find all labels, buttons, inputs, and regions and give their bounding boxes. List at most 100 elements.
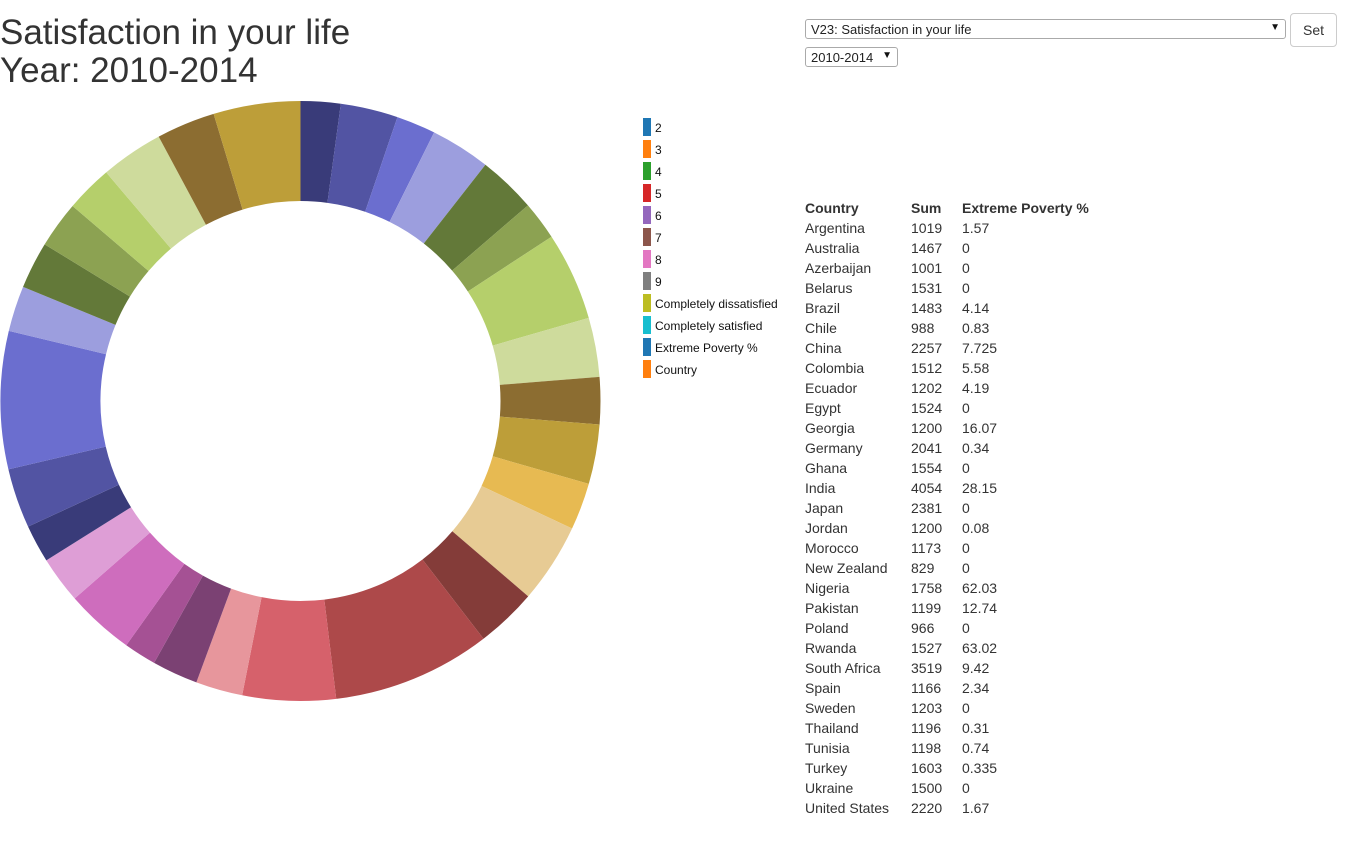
cell-poverty: 0.08 — [962, 520, 990, 536]
donut-slice-australia — [327, 103, 398, 212]
cell-poverty: 4.14 — [962, 300, 990, 316]
page-title: Satisfaction in your life — [0, 13, 351, 52]
table-row: Argentina 1019 1.57 — [801, 218, 1093, 238]
donut-slice-jordan — [196, 588, 262, 696]
table-row: Georgia 1200 16.07 — [801, 418, 1093, 438]
table-row: India 4054 28.15 — [801, 478, 1093, 498]
cell-poverty: 0 — [962, 620, 970, 636]
donut-slice-brazil — [423, 164, 528, 271]
legend-label: 8 — [655, 253, 662, 267]
cell-poverty: 0 — [962, 460, 970, 476]
cell-sum: 3519 — [911, 660, 943, 676]
cell-sum: 1166 — [911, 680, 942, 696]
cell-poverty: 1.57 — [962, 220, 990, 236]
cell-country: Tunisia — [805, 740, 850, 756]
legend-swatch — [643, 272, 651, 290]
donut-slice-colombia — [492, 317, 600, 385]
year-subtitle: Year: 2010-2014 — [0, 51, 258, 90]
table-row: Pakistan 1199 12.74 — [801, 598, 1093, 618]
legend-label: 6 — [655, 209, 662, 223]
cell-poverty: 0 — [962, 540, 970, 556]
cell-poverty: 0 — [962, 780, 970, 796]
cell-sum: 1524 — [911, 400, 943, 416]
cell-country: Rwanda — [805, 640, 857, 656]
cell-country: Ecuador — [805, 380, 858, 396]
cell-poverty: 0 — [962, 400, 970, 416]
cell-sum: 1203 — [911, 700, 943, 716]
legend-swatch — [643, 118, 651, 136]
legend-swatch — [643, 228, 651, 246]
dropdown-arrow-icon: ▼ — [1270, 22, 1280, 33]
cell-poverty: 5.58 — [962, 360, 990, 376]
cell-poverty: 7.725 — [962, 340, 998, 356]
donut-slice-belarus — [389, 132, 486, 244]
cell-sum: 1603 — [911, 760, 943, 776]
table-row: Ecuador 1202 4.19 — [801, 378, 1093, 398]
cell-sum: 1173 — [911, 540, 942, 556]
table-header-row: Country Sum Extreme Poverty % — [801, 198, 1093, 218]
donut-slice-poland — [28, 484, 132, 561]
table-row: Japan 2381 0 — [801, 498, 1093, 518]
cell-sum: 1196 — [911, 720, 942, 736]
variable-select[interactable]: V23: Satisfaction in your life ▼ — [805, 19, 1286, 39]
table-row: Chile 988 0.83 — [801, 318, 1093, 338]
donut-chart — [0, 101, 601, 701]
cell-sum: 1467 — [911, 240, 943, 256]
legend-swatch — [643, 338, 651, 356]
cell-country: Argentina — [805, 220, 865, 236]
set-button[interactable]: Set — [1290, 13, 1337, 47]
cell-poverty: 4.19 — [962, 380, 990, 396]
year-select[interactable]: 2010-2014 ▼ — [805, 47, 898, 67]
table-row: Brazil 1483 4.14 — [801, 298, 1093, 318]
legend-label: Extreme Poverty % — [655, 341, 758, 355]
cell-country: Sweden — [805, 700, 856, 716]
donut-slice-ukraine — [158, 113, 243, 225]
table-row: Azerbaijan 1001 0 — [801, 258, 1093, 278]
donut-slice-turkey — [106, 136, 206, 249]
cell-country: Azerbaijan — [805, 260, 872, 276]
cell-sum: 1198 — [911, 740, 942, 756]
cell-poverty: 0.83 — [962, 320, 990, 336]
donut-slice-thailand — [44, 205, 149, 297]
donut-slice-azerbaijan — [365, 117, 435, 222]
donut-slice-ecuador — [499, 376, 601, 425]
donut-slice-georgia — [481, 456, 589, 529]
donut-slice-india — [324, 559, 484, 699]
cell-sum: 2041 — [911, 440, 943, 456]
cell-country: New Zealand — [805, 560, 888, 576]
cell-poverty: 0.335 — [962, 760, 998, 776]
cell-country: Poland — [805, 620, 849, 636]
table-row: Morocco 1173 0 — [801, 538, 1093, 558]
cell-country: Thailand — [805, 720, 859, 736]
cell-country: Turkey — [805, 760, 848, 776]
cell-country: Spain — [805, 680, 841, 696]
table-row: Sweden 1203 0 — [801, 698, 1093, 718]
cell-sum: 1483 — [911, 300, 943, 316]
cell-sum: 1202 — [911, 380, 943, 396]
cell-poverty: 0.74 — [962, 740, 990, 756]
cell-poverty: 0 — [962, 560, 970, 576]
cell-sum: 1200 — [911, 420, 943, 436]
cell-poverty: 0 — [962, 240, 970, 256]
table-row: Australia 1467 0 — [801, 238, 1093, 258]
cell-country: China — [805, 340, 842, 356]
cell-country: Nigeria — [805, 580, 850, 596]
table-row: Colombia 1512 5.58 — [801, 358, 1093, 378]
table-row: Thailand 1196 0.31 — [801, 718, 1093, 738]
donut-slice-egypt — [492, 416, 600, 484]
legend-label: Completely satisfied — [655, 319, 763, 333]
donut-slice-ghana — [422, 531, 529, 639]
cell-country: Jordan — [805, 520, 848, 536]
cell-country: Pakistan — [805, 600, 859, 616]
cell-country: Germany — [805, 440, 863, 456]
donut-slice-germany — [452, 485, 573, 597]
donut-slice-rwanda — [8, 446, 119, 527]
column-header-sum: Sum — [911, 200, 942, 216]
cell-country: Georgia — [805, 420, 855, 436]
column-header-poverty: Extreme Poverty % — [962, 200, 1089, 216]
table-row: Germany 2041 0.34 — [801, 438, 1093, 458]
legend-label: Completely dissatisfied — [655, 297, 778, 311]
cell-poverty: 0.34 — [962, 440, 990, 456]
cell-sum: 1531 — [911, 280, 943, 296]
cell-sum: 2257 — [911, 340, 943, 356]
